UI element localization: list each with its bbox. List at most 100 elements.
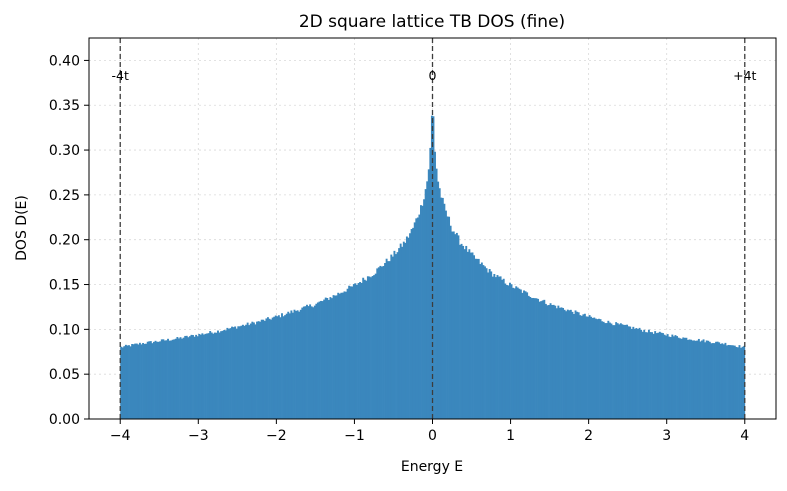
histogram-bar <box>246 322 249 419</box>
histogram-bar <box>452 231 455 419</box>
histogram-bar <box>627 326 630 419</box>
histogram-bar <box>463 249 466 419</box>
histogram-bar <box>193 336 196 419</box>
histogram-bar <box>279 317 282 419</box>
histogram-bar <box>231 326 233 419</box>
y-tick-label: 0.30 <box>49 143 80 159</box>
histogram-bar <box>697 338 700 419</box>
histogram-bar <box>705 340 708 419</box>
histogram-bar <box>351 286 354 419</box>
histogram-bar <box>702 339 705 419</box>
histogram-bar <box>380 266 383 419</box>
histogram-bar <box>409 233 411 419</box>
histogram-bar <box>512 287 515 419</box>
histogram-bar <box>167 338 169 419</box>
histogram-bar <box>524 291 527 419</box>
histogram-bar <box>693 340 696 419</box>
histogram-bar <box>338 293 341 419</box>
histogram-bar <box>496 275 499 419</box>
histogram-bar <box>215 332 218 419</box>
y-axis-ticks: 0.00 0.05 0.10 0.15 0.20 0.25 0.30 0.35 0.40 <box>49 53 89 428</box>
histogram-bar <box>569 309 572 419</box>
histogram-bar <box>724 342 727 419</box>
histogram-bar <box>195 334 198 419</box>
histogram-bar <box>227 328 230 419</box>
histogram-bar <box>558 307 561 419</box>
histogram-bar <box>260 319 263 419</box>
histogram-bar <box>138 342 141 419</box>
histogram-bar <box>601 321 604 419</box>
histogram-bar <box>715 341 718 419</box>
histogram-bar <box>276 316 279 419</box>
histogram-bar <box>730 345 733 419</box>
histogram-bar <box>599 319 602 419</box>
histogram-bar <box>544 303 547 419</box>
histogram-bar <box>649 332 652 419</box>
histogram-bar <box>402 241 405 419</box>
reference-line-label: -4t <box>112 68 129 83</box>
histogram-bar <box>588 315 591 419</box>
histogram-bar <box>334 295 337 419</box>
histogram-bar <box>263 320 266 419</box>
histogram-bar <box>306 304 308 419</box>
histogram-bar <box>713 343 716 419</box>
histogram-bar <box>251 321 254 419</box>
histogram-bar <box>566 309 569 419</box>
x-tick-label: 1 <box>506 428 515 444</box>
histogram-bar <box>643 329 646 419</box>
histogram-bar <box>637 329 639 419</box>
histogram-bar <box>624 324 627 419</box>
histogram-bar <box>131 343 134 419</box>
histogram-bar <box>471 252 474 419</box>
histogram-bar <box>326 297 329 419</box>
histogram-bar <box>708 341 711 419</box>
histogram-bar <box>410 229 413 419</box>
histogram-bar <box>185 335 188 419</box>
histogram-bar <box>429 147 432 420</box>
histogram-bar <box>310 306 313 419</box>
histogram-bar <box>587 316 589 419</box>
histogram-bar <box>652 333 655 419</box>
histogram-bar <box>153 341 155 419</box>
histogram-bar <box>477 258 480 419</box>
histogram-bar <box>666 334 669 419</box>
histogram-bar <box>165 340 168 419</box>
histogram-bar <box>541 300 544 419</box>
histogram-bar <box>560 307 563 419</box>
histogram-bar <box>646 332 649 419</box>
histogram-bar <box>535 298 538 419</box>
histogram-bar <box>218 332 221 419</box>
histogram-bar <box>677 337 680 419</box>
histogram-bar <box>304 306 307 419</box>
histogram-bar <box>426 181 429 419</box>
histogram-bar <box>438 188 441 419</box>
histogram-bar <box>362 277 365 419</box>
histogram-bar <box>270 319 273 419</box>
x-tick-label: 2 <box>584 428 593 444</box>
histogram-bar <box>543 299 546 419</box>
histogram-bar <box>683 337 686 419</box>
histogram-bar <box>265 318 268 419</box>
histogram-bar <box>580 315 583 419</box>
histogram-bar <box>493 273 496 419</box>
histogram-bar <box>435 168 438 419</box>
histogram-bar <box>290 310 293 419</box>
histogram-bar <box>298 311 301 419</box>
histogram-bar <box>582 314 585 419</box>
reference-line-label: 0 <box>429 68 437 83</box>
x-tick-label: 0 <box>428 428 437 444</box>
histogram-bar <box>451 231 454 419</box>
histogram-bar <box>220 331 223 419</box>
histogram-bar <box>676 336 678 419</box>
histogram-bar <box>202 334 205 419</box>
histogram-bar <box>207 333 210 419</box>
histogram-bar <box>691 340 694 419</box>
histogram-bar <box>568 310 571 419</box>
y-axis-label: DOS D(E) <box>14 195 30 261</box>
histogram-bar <box>459 244 461 419</box>
histogram-bar <box>602 321 605 419</box>
histogram-bar <box>234 326 237 419</box>
histogram-bar <box>515 286 518 419</box>
histogram-bar <box>416 217 419 419</box>
histogram-bar <box>518 288 521 419</box>
